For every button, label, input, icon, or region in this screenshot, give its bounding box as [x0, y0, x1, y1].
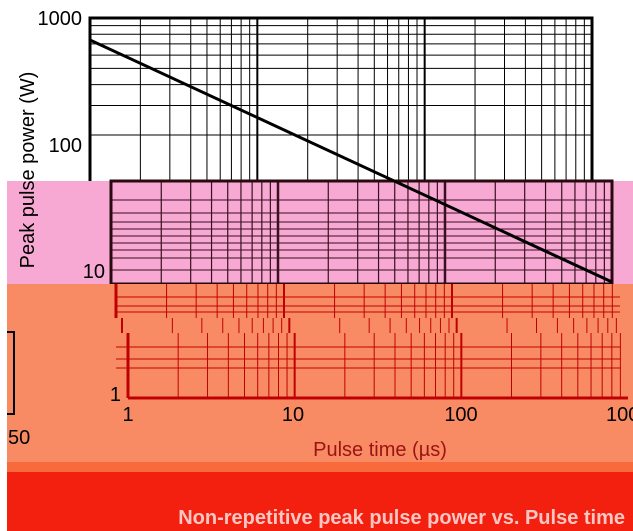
red-band: [7, 462, 633, 531]
x-tick-label-1000: 1000: [606, 404, 633, 426]
x-axis-label: Pulse time (µs): [313, 439, 447, 461]
series-layer: [89, 38, 613, 284]
y-axis-label: Peak pulse power (W): [17, 72, 39, 269]
side-label: 50: [8, 427, 30, 449]
orange-overlay-band: [7, 284, 633, 462]
series-line: [89, 38, 613, 284]
y-tick-label-10: 10: [83, 261, 105, 283]
y-tick-label-100: 100: [49, 135, 82, 157]
pink-overlay: [7, 179, 633, 286]
red-band-top-stripe: [7, 462, 633, 472]
y-tick-label-1: 1: [110, 384, 121, 406]
orange-grid-lines: [114, 284, 628, 400]
figure-caption: Non-repetitive peak pulse power vs. Puls…: [178, 507, 625, 529]
x-tick-label-100: 100: [444, 404, 477, 426]
pink-grid-lines: [109, 179, 614, 286]
x-tick-label-1: 1: [122, 404, 133, 426]
x-tick-label-10: 10: [282, 404, 304, 426]
grid-lines: [89, 18, 592, 181]
orange-overlay: [7, 284, 633, 462]
left-panel-fragment: [7, 331, 15, 415]
y-tick-label-1000: 1000: [38, 8, 83, 30]
